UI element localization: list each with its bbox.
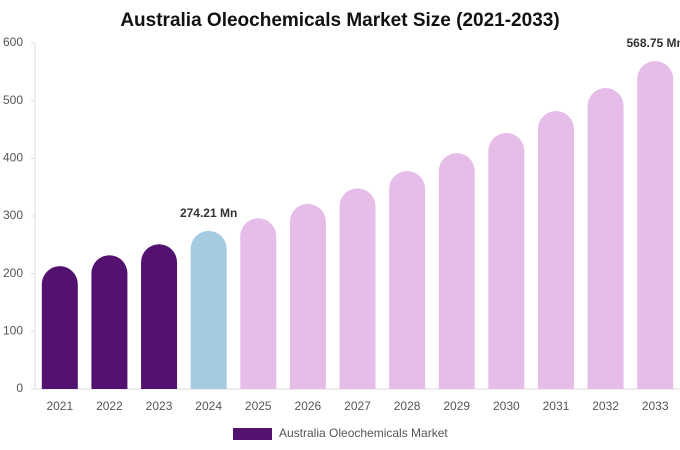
x-tick-label: 2033: [642, 399, 669, 413]
x-tick-label: 2021: [46, 399, 73, 413]
bar: [289, 203, 326, 389]
x-tick-label: 2031: [543, 399, 570, 413]
legend-swatch: [233, 428, 272, 440]
x-tick-label: 2026: [295, 399, 322, 413]
bar: [240, 218, 277, 389]
bar: [339, 188, 376, 389]
x-tick-label: 2027: [344, 399, 371, 413]
bar: [190, 230, 227, 389]
x-tick-label: 2023: [146, 399, 173, 413]
y-tick-label: 600: [3, 35, 23, 49]
bar: [91, 255, 128, 389]
y-tick-label: 400: [3, 151, 23, 165]
x-tick-label: 2032: [592, 399, 619, 413]
bar: [637, 61, 674, 389]
x-tick-label: 2025: [245, 399, 272, 413]
y-tick-label: 100: [3, 324, 23, 338]
y-tick-label: 500: [3, 93, 23, 107]
data-label: 568.75 Mn: [627, 36, 680, 50]
bar: [141, 244, 178, 389]
legend-label: Australia Oleochemicals Market: [279, 426, 448, 440]
x-tick-label: 2030: [493, 399, 520, 413]
y-tick-label: 0: [16, 381, 23, 395]
y-tick-label: 200: [3, 266, 23, 280]
x-tick-label: 2028: [394, 399, 421, 413]
data-label: 274.21 Mn: [180, 206, 237, 220]
bar: [438, 153, 475, 389]
bar: [488, 132, 525, 389]
bar: [389, 171, 426, 389]
bar: [587, 87, 624, 389]
bar: [41, 266, 78, 389]
x-tick-label: 2029: [443, 399, 470, 413]
x-tick-label: 2024: [195, 399, 222, 413]
chart-title: Australia Oleochemicals Market Size (202…: [120, 10, 559, 31]
y-tick-label: 300: [3, 208, 23, 222]
bar: [537, 111, 574, 389]
x-tick-label: 2022: [96, 399, 123, 413]
